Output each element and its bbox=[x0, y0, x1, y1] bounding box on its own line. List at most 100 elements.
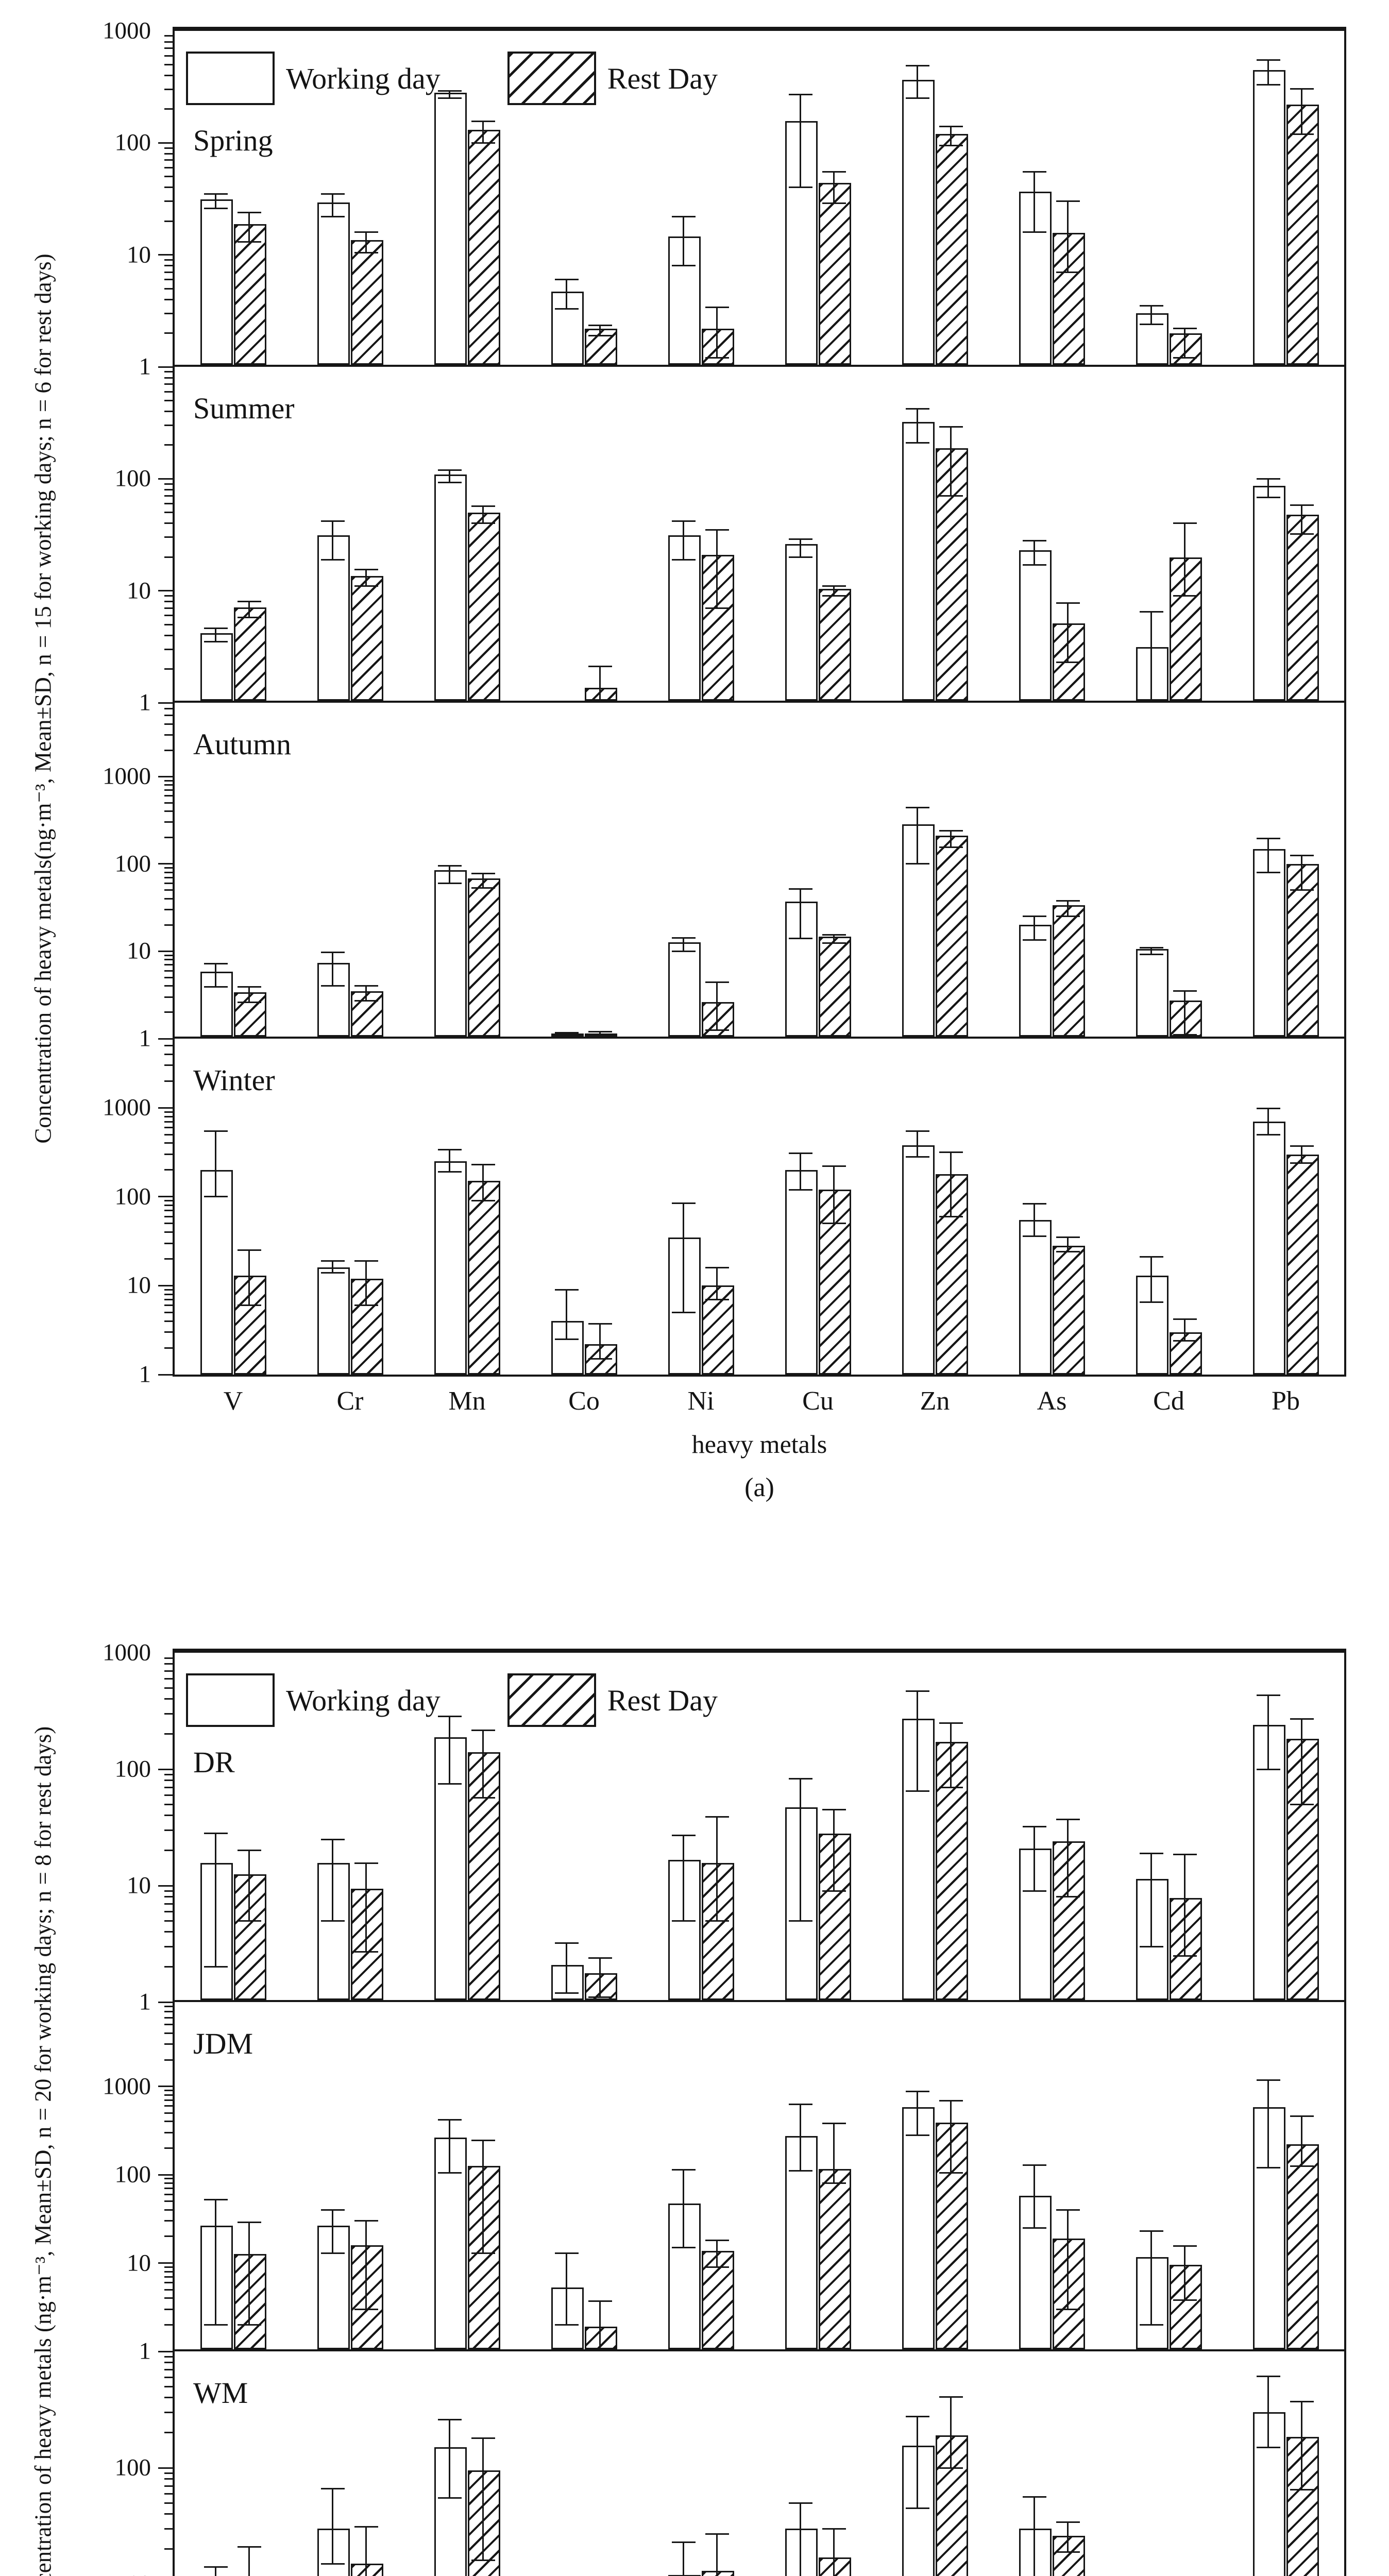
error-bar-line bbox=[683, 2542, 684, 2576]
bar-working-day bbox=[551, 1033, 584, 1037]
error-bar-cap-top bbox=[905, 2416, 929, 2418]
error-bar-line bbox=[833, 1166, 835, 1224]
error-bar-cap-top bbox=[354, 1260, 378, 1262]
error-bar-line bbox=[1067, 2522, 1069, 2552]
error-bar-cap-bottom bbox=[354, 1304, 378, 1307]
minor-tick bbox=[164, 55, 173, 57]
minor-tick bbox=[164, 715, 173, 717]
minor-tick bbox=[164, 2188, 173, 2190]
bar-working-day bbox=[1019, 550, 1052, 701]
error-bar-line bbox=[599, 1958, 601, 1997]
error-bar-cap-bottom bbox=[671, 1311, 696, 1313]
error-bar-cap-bottom bbox=[705, 1298, 729, 1300]
minor-tick bbox=[164, 1896, 173, 1898]
minor-tick bbox=[164, 1215, 173, 1217]
error-bar-cap-bottom bbox=[822, 1890, 846, 1892]
minor-tick bbox=[164, 1966, 173, 1968]
error-bar-line bbox=[1184, 1319, 1185, 1341]
error-bar-cap-top bbox=[822, 171, 846, 173]
error-bar-cap-top bbox=[939, 1151, 963, 1154]
bar-working-day bbox=[434, 2137, 467, 2349]
minor-tick bbox=[164, 1242, 173, 1244]
bar-rest-day bbox=[1286, 1154, 1319, 1375]
error-bar-cap-top bbox=[1256, 2376, 1280, 2377]
error-bar-line bbox=[800, 889, 801, 939]
bar-working-day bbox=[668, 236, 701, 365]
bar-rest-day bbox=[701, 328, 734, 365]
bar-rest-day bbox=[233, 2253, 266, 2349]
error-bar-line bbox=[215, 1131, 216, 1197]
bar-rest-day bbox=[1052, 1246, 1085, 1375]
error-bar-cap-top bbox=[554, 1289, 579, 1291]
minor-tick bbox=[164, 1293, 173, 1295]
bar-rest-day bbox=[233, 607, 266, 701]
minor-tick bbox=[164, 1205, 173, 1207]
subplot-label: Autumn bbox=[193, 727, 292, 761]
bar-rest-day bbox=[467, 878, 500, 1037]
error-bar-cap-top bbox=[671, 215, 696, 217]
minor-tick bbox=[164, 220, 173, 222]
error-bar-cap-top bbox=[905, 408, 929, 410]
minor-tick bbox=[164, 648, 173, 650]
bar-rest-day bbox=[467, 2165, 500, 2349]
error-bar-cap-bottom bbox=[939, 144, 963, 146]
bar-working-day bbox=[317, 2226, 350, 2349]
bar-rest-day bbox=[350, 2245, 383, 2349]
minor-tick bbox=[164, 1154, 173, 1156]
minor-tick bbox=[164, 1115, 173, 1117]
subplot-jdm: 1 10 100 1000 JDM bbox=[103, 2002, 1344, 2363]
error-bar-line bbox=[683, 2170, 684, 2248]
error-bar-cap-bottom bbox=[1056, 1251, 1080, 1253]
minor-tick bbox=[164, 444, 173, 446]
panel-b-plot-area: Working day Rest Day 1 10 100 1000 DR 1 10 100 1… bbox=[103, 1640, 1346, 2576]
error-bar-line bbox=[1184, 523, 1185, 596]
error-bar-line bbox=[716, 307, 718, 358]
error-bar-cap-bottom bbox=[354, 1000, 378, 1002]
error-bar-cap-top bbox=[1256, 1694, 1280, 1697]
minor-tick bbox=[164, 536, 173, 538]
error-bar-line bbox=[482, 2140, 484, 2253]
error-bar-cap-bottom bbox=[204, 1966, 228, 1968]
minor-tick bbox=[164, 909, 173, 911]
minor-tick bbox=[164, 601, 173, 603]
minor-tick bbox=[164, 1903, 173, 1905]
error-bar-line bbox=[833, 172, 835, 204]
minor-tick bbox=[164, 2131, 173, 2133]
tick-label: 1 bbox=[139, 1025, 151, 1052]
minor-tick bbox=[164, 595, 173, 597]
error-bar-line bbox=[1150, 306, 1152, 325]
error-bar-cap-bottom bbox=[354, 1951, 378, 1953]
bar-working-day bbox=[668, 1237, 701, 1375]
minor-tick bbox=[164, 924, 173, 926]
error-bar-line bbox=[917, 2091, 918, 2136]
bar-rest-day bbox=[584, 328, 617, 365]
error-bar-cap-top bbox=[822, 2123, 846, 2125]
bar-rest-day bbox=[818, 2168, 851, 2349]
error-bar-cap-bottom bbox=[588, 334, 612, 336]
error-bar-cap-top bbox=[705, 1266, 729, 1268]
error-bar-cap-bottom bbox=[1173, 1034, 1197, 1036]
error-bar-cap-bottom bbox=[822, 595, 846, 597]
major-tick bbox=[158, 863, 173, 865]
error-bar-cap-top bbox=[437, 865, 462, 867]
error-bar-line bbox=[950, 126, 952, 146]
error-bar-cap-top bbox=[237, 2546, 261, 2548]
category-label-pb: Pb bbox=[1272, 1386, 1300, 1416]
major-tick bbox=[158, 2086, 173, 2088]
bar-rest-day bbox=[818, 1190, 851, 1375]
tick-label: 100 bbox=[114, 129, 151, 156]
error-bar-cap-bottom bbox=[905, 863, 929, 865]
error-bar-line bbox=[683, 1835, 684, 1921]
bar-working-day bbox=[1019, 2529, 1052, 2576]
error-bar-cap-bottom bbox=[204, 986, 228, 988]
bar-working-day bbox=[317, 962, 350, 1037]
error-bar-line bbox=[449, 91, 450, 98]
error-bar-cap-top bbox=[1056, 2521, 1080, 2523]
error-bar-cap-bottom bbox=[354, 2308, 378, 2310]
tick-label: 1 bbox=[139, 1988, 151, 2015]
error-bar-cap-bottom bbox=[354, 251, 378, 253]
error-bar-cap-top bbox=[471, 2437, 495, 2439]
error-bar-line bbox=[332, 1839, 333, 1921]
error-bar-line bbox=[449, 1149, 450, 1172]
